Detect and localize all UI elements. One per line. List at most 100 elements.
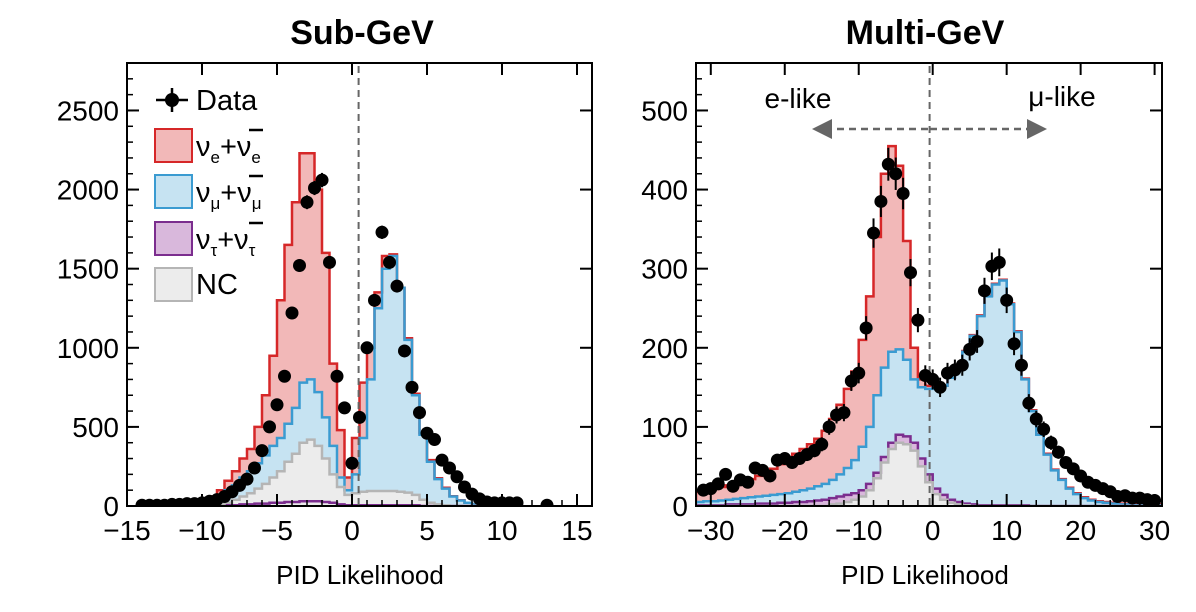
data-point-marker [345, 456, 359, 470]
data-point-marker [368, 293, 381, 307]
data-point-marker [323, 255, 336, 269]
data-point-marker [859, 321, 873, 335]
data-point-marker [270, 398, 284, 412]
legend-nutau-plus: + [217, 224, 234, 256]
hist-nc-fill [696, 442, 1162, 506]
data-point-marker [1022, 396, 1036, 410]
data-point-marker [1000, 293, 1014, 307]
right-chart-title: Multi-GeV [846, 14, 1005, 52]
y-tick-label: 500 [72, 412, 119, 443]
x-tick-label: −15 [103, 515, 151, 546]
legend-nc-label: NC [196, 269, 238, 301]
legend-nue-antinu: ν [237, 131, 252, 163]
legend-nue-plus: + [220, 131, 237, 163]
data-point [360, 341, 374, 355]
y-tick-label: 1500 [57, 254, 119, 285]
hist-numu-outline [200, 254, 502, 506]
data-point-marker [293, 259, 306, 273]
mu-like-arrowhead [1027, 119, 1047, 139]
data-point-marker [375, 225, 389, 239]
data-point [874, 185, 888, 217]
data-point-marker [398, 344, 411, 358]
data-point [889, 157, 903, 190]
legend: Data νe+νe νμ+νμ ντ+ντ NC [154, 85, 263, 302]
data-point [970, 330, 984, 353]
data-point-marker [867, 226, 881, 240]
y-tick-label: 100 [641, 412, 688, 443]
y-tick-label: 0 [672, 491, 688, 522]
data-point-marker [911, 313, 925, 327]
data-point-marker [1044, 436, 1058, 450]
data-point-marker [1007, 337, 1021, 351]
data-point-marker [1037, 422, 1051, 436]
data-point [263, 420, 276, 434]
data-point [711, 477, 725, 491]
legend-nue-label: νe+νe [196, 131, 261, 167]
data-point [867, 218, 881, 248]
data-point-marker [896, 187, 910, 201]
data-point [741, 475, 755, 489]
legend-numu-antiflavor: μ [252, 194, 262, 213]
x-tick-label: −10 [835, 515, 883, 546]
data-point-marker [413, 406, 426, 420]
data-point [345, 456, 359, 470]
data-point [763, 469, 777, 483]
data-point [904, 259, 918, 287]
data-point-marker [383, 255, 396, 269]
hist-nc-fill [202, 439, 502, 506]
data-point-marker [443, 461, 456, 475]
y-tick-label: 0 [103, 491, 119, 522]
data-point-marker [992, 255, 1006, 269]
data-point [443, 461, 456, 475]
data-point [338, 401, 351, 415]
data-point [450, 470, 464, 484]
data-point [300, 195, 314, 210]
data-point [255, 444, 269, 458]
y-tick-label: 2000 [57, 175, 119, 206]
data-point-marker [970, 334, 984, 348]
hist-numu-outline [696, 279, 1162, 506]
data-point-marker [719, 467, 733, 481]
data-point [270, 398, 284, 412]
data-point-marker [874, 194, 888, 208]
data-point-marker [904, 266, 918, 280]
legend-nue-flavor: e [211, 148, 220, 167]
data-point [1029, 410, 1043, 428]
legend-nue-swatch [154, 128, 193, 163]
data-point [353, 410, 366, 424]
x-tick-label: 5 [419, 515, 435, 546]
data-point [390, 279, 404, 293]
data-point-marker [390, 279, 404, 293]
data-point [398, 344, 411, 358]
data-point [285, 306, 299, 320]
legend-nc-swatch [154, 267, 193, 302]
data-point-marker [822, 420, 836, 434]
legend-nutau-antiflavor: τ [249, 241, 256, 260]
hist-nc-outline [696, 441, 1162, 506]
data-point-marker [338, 401, 351, 415]
data-point [852, 362, 866, 384]
legend-numu-label: νμ+νμ [196, 177, 262, 213]
x-tick-label: −30 [687, 515, 735, 546]
data-point-marker [889, 167, 903, 181]
hist-nutau-outline [202, 500, 502, 506]
x-tick-label: 30 [1139, 515, 1170, 546]
data-point-marker [330, 369, 344, 383]
x-tick-label: −5 [261, 515, 293, 546]
data-point-marker [360, 341, 374, 355]
data-point-marker [300, 195, 314, 209]
y-tick-label: 1000 [57, 333, 119, 364]
data-point-marker [248, 461, 261, 475]
legend-nutau-antinu: ν [234, 224, 249, 256]
e-like-label: e-like [765, 83, 832, 114]
x-tick-label: 0 [344, 515, 360, 546]
data-point [815, 437, 829, 452]
data-point-marker [977, 284, 991, 298]
data-point-marker [278, 369, 291, 383]
data-point [1044, 435, 1058, 450]
data-point [428, 433, 441, 447]
x-tick-label: 10 [991, 515, 1022, 546]
data-point-marker [741, 475, 755, 489]
data-point [375, 225, 389, 239]
data-point-marker [315, 173, 329, 187]
